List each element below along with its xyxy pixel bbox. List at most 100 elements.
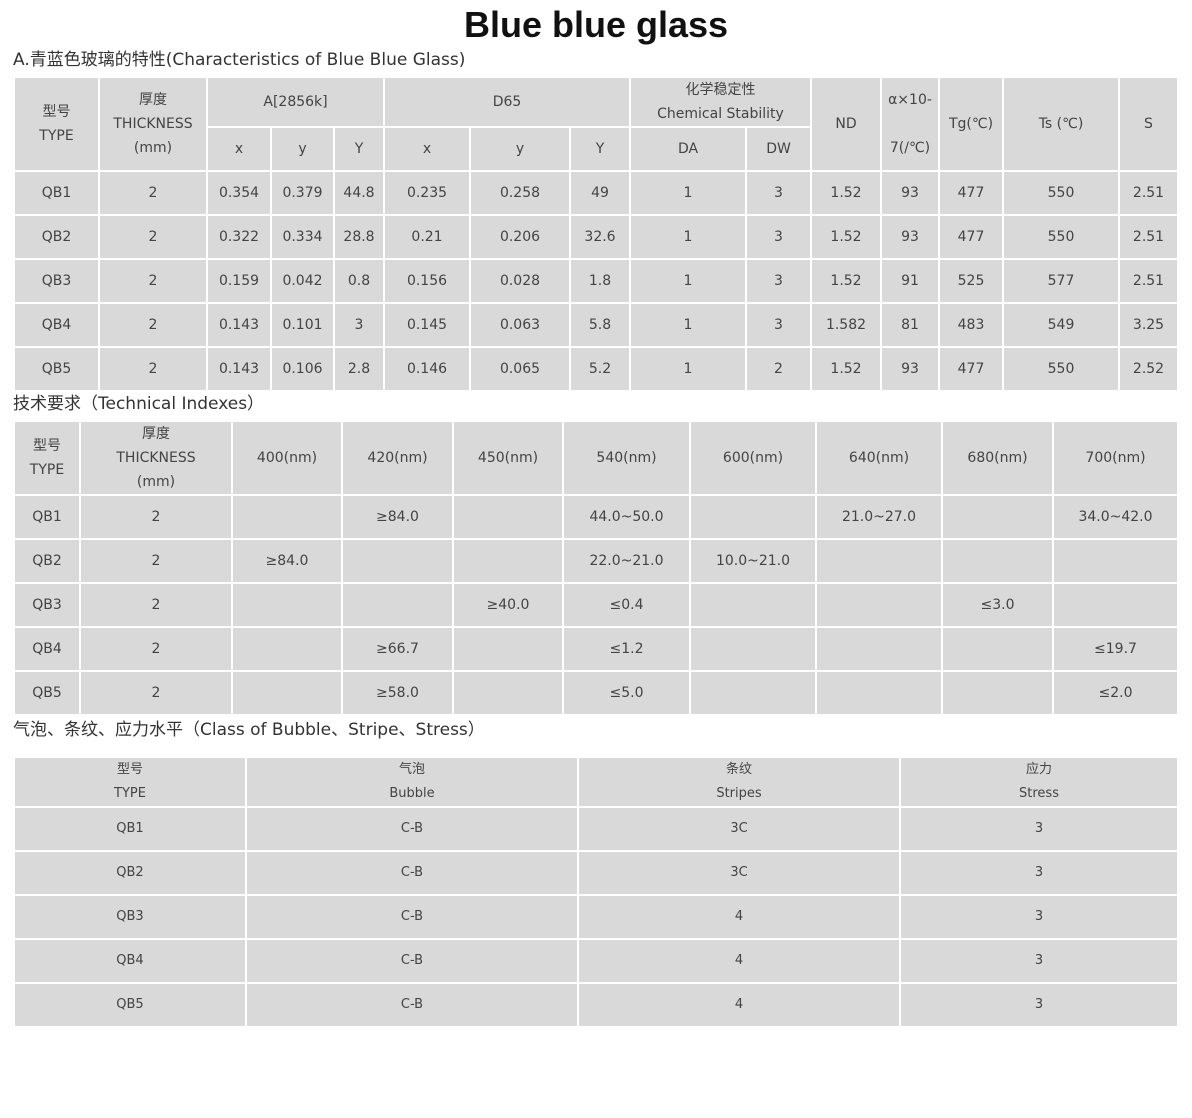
header-cell: α×10- 7(/℃) bbox=[880, 76, 940, 172]
table-cell bbox=[689, 494, 817, 540]
header-cell: 700(nm) bbox=[1052, 420, 1179, 496]
table-cell: 0.258 bbox=[469, 170, 571, 216]
table-row: QB2 2 0.322 0.334 28.8 0.21 0.206 32.6 1 3 1.52 93 4… bbox=[13, 214, 1179, 260]
table-cell: 550 bbox=[1002, 214, 1120, 260]
table-cell: 0.028 bbox=[469, 258, 571, 304]
table-row: QB4 2 ≥66.7 ≤1.2 ≤19.7 bbox=[13, 626, 1179, 672]
table-cell bbox=[452, 670, 564, 716]
table-cell: 4 bbox=[577, 982, 901, 1028]
table-cell: 3C bbox=[577, 806, 901, 852]
table-cell: 32.6 bbox=[569, 214, 631, 260]
table-cell: 525 bbox=[938, 258, 1004, 304]
table-row: QB3 2 0.159 0.042 0.8 0.156 0.028 1.8 1 3 1.52 91 52… bbox=[13, 258, 1179, 304]
table-cell: QB1 bbox=[13, 170, 100, 216]
table-cell: 0.145 bbox=[383, 302, 471, 348]
table-cell bbox=[689, 582, 817, 628]
table-cell: 3 bbox=[745, 214, 812, 260]
table-cell: QB5 bbox=[13, 670, 81, 716]
table-cell: 22.0~21.0 bbox=[562, 538, 691, 584]
table-row: QB2 C-B 3C 3 bbox=[13, 850, 1179, 896]
header-cell: 型号 TYPE bbox=[13, 756, 247, 808]
table-row: QB5 C-B 4 3 bbox=[13, 982, 1179, 1028]
table-cell: 5.2 bbox=[569, 346, 631, 392]
table-cell: 477 bbox=[938, 170, 1004, 216]
table-cell: C-B bbox=[245, 850, 579, 896]
table-cell: 549 bbox=[1002, 302, 1120, 348]
table-cell bbox=[689, 670, 817, 716]
table-cell: C-B bbox=[245, 806, 579, 852]
table-cell: 0.143 bbox=[206, 302, 272, 348]
table-cell: 0.065 bbox=[469, 346, 571, 392]
table-row: QB5 2 ≥58.0 ≤5.0 ≤2.0 bbox=[13, 670, 1179, 716]
table-cell: ≤19.7 bbox=[1052, 626, 1179, 672]
header-cell: 应力 Stress bbox=[899, 756, 1179, 808]
header-row: 型号 TYPE 气泡 Bubble 条纹 Stripes 应力 Stress bbox=[13, 756, 1179, 808]
table-cell: 44.8 bbox=[333, 170, 385, 216]
table-cell: 550 bbox=[1002, 170, 1120, 216]
header-cell: x bbox=[206, 126, 272, 172]
table-cell: 2 bbox=[98, 302, 208, 348]
table-cell: 5.8 bbox=[569, 302, 631, 348]
header-cell: 气泡 Bubble bbox=[245, 756, 579, 808]
table-cell: 1.52 bbox=[810, 214, 882, 260]
table-cell bbox=[231, 494, 343, 540]
table-cell: 3 bbox=[745, 170, 812, 216]
section-class-heading: 气泡、条纹、应力水平（Class of Bubble、Stripe、Stress… bbox=[13, 720, 485, 740]
table-cell: 2 bbox=[79, 626, 233, 672]
table-cell: 0.334 bbox=[270, 214, 335, 260]
table-cell: 577 bbox=[1002, 258, 1120, 304]
table-cell: 3 bbox=[333, 302, 385, 348]
table-cell: QB4 bbox=[13, 626, 81, 672]
table-cell bbox=[941, 670, 1054, 716]
table-cell: QB4 bbox=[13, 938, 247, 984]
header-cell: DA bbox=[629, 126, 747, 172]
table-cell: 0.8 bbox=[333, 258, 385, 304]
table-cell bbox=[1052, 582, 1179, 628]
table-cell bbox=[452, 494, 564, 540]
table-cell: 0.156 bbox=[383, 258, 471, 304]
table-cell: 3 bbox=[745, 258, 812, 304]
table-cell bbox=[1052, 538, 1179, 584]
table-cell: 1 bbox=[629, 346, 747, 392]
header-cell: Ts (℃) bbox=[1002, 76, 1120, 172]
header-cell: 450(nm) bbox=[452, 420, 564, 496]
header-cell: 型号 TYPE bbox=[13, 76, 100, 172]
table-cell: 2.51 bbox=[1118, 214, 1179, 260]
table-cell: ≥84.0 bbox=[231, 538, 343, 584]
table-cell: 3 bbox=[745, 302, 812, 348]
table-cell: 3.25 bbox=[1118, 302, 1179, 348]
table-cell: 0.235 bbox=[383, 170, 471, 216]
header-cell: y bbox=[469, 126, 571, 172]
header-cell: y bbox=[270, 126, 335, 172]
page-title: Blue blue glass bbox=[463, 4, 729, 45]
table-cell: 2 bbox=[79, 494, 233, 540]
table-cell bbox=[341, 538, 454, 584]
table-cell: 2.51 bbox=[1118, 258, 1179, 304]
table-cell: 1 bbox=[629, 214, 747, 260]
table-cell: 3 bbox=[899, 894, 1179, 940]
table-row: QB3 2 ≥40.0 ≤0.4 ≤3.0 bbox=[13, 582, 1179, 628]
table-cell: 0.159 bbox=[206, 258, 272, 304]
section-technical-heading: 技术要求（Technical Indexes） bbox=[13, 394, 265, 414]
table-cell: ≥66.7 bbox=[341, 626, 454, 672]
table-cell: 1.52 bbox=[810, 258, 882, 304]
table-cell: QB2 bbox=[13, 214, 100, 260]
table-cell: C-B bbox=[245, 938, 579, 984]
header-cell: 600(nm) bbox=[689, 420, 817, 496]
table-cell: 21.0~27.0 bbox=[815, 494, 943, 540]
class-table: 型号 TYPE 气泡 Bubble 条纹 Stripes 应力 Stress QB1 C-… bbox=[13, 756, 1179, 1028]
table-cell: 3C bbox=[577, 850, 901, 896]
header-cell: Y bbox=[333, 126, 385, 172]
table-cell: 2 bbox=[98, 214, 208, 260]
table-cell: QB1 bbox=[13, 494, 81, 540]
header-cell: Tg(℃) bbox=[938, 76, 1004, 172]
header-cell: D65 bbox=[383, 76, 631, 128]
table-cell bbox=[231, 582, 343, 628]
header-cell: x bbox=[383, 126, 471, 172]
header-row: 型号 TYPE 厚度 THICKNESS (mm) 400(nm) 420(nm) 45… bbox=[13, 420, 1179, 496]
table-cell: 34.0~42.0 bbox=[1052, 494, 1179, 540]
table-cell bbox=[815, 582, 943, 628]
table-cell: 2 bbox=[79, 538, 233, 584]
header-cell: 厚度 THICKNESS (mm) bbox=[79, 420, 233, 496]
